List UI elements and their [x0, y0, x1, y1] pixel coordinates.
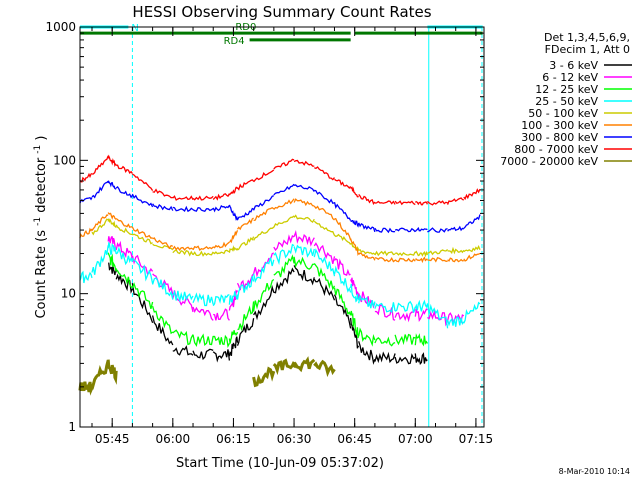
legend-label: 25 - 50 keV [535, 95, 598, 108]
y-tick-label: 1 [68, 420, 76, 434]
legend-label: 12 - 25 keV [535, 83, 598, 96]
x-axis-label: Start Time (10-Jun-09 05:37:02) [176, 456, 384, 471]
y-axis-label-part: Count Rate (s [34, 230, 49, 319]
series-line [91, 214, 481, 258]
flag-label: N [131, 23, 138, 34]
flag-label: RD4 [224, 36, 245, 47]
y-tick-label: 100 [53, 153, 76, 167]
x-axis: 05:45 06:00 06:15 06:30 06:45 07:00 07:15 [91, 27, 494, 446]
x-tick-label: 07:15 [459, 432, 494, 446]
series-layer [78, 154, 481, 396]
chart-title: HESSI Observing Summary Count Rates [132, 3, 431, 21]
legend-label: 6 - 12 keV [542, 71, 598, 84]
date-stamp: 8-Mar-2010 10:14 [559, 467, 630, 476]
y-tick-label: 1000 [45, 20, 76, 34]
legend-label: 100 - 300 keV [521, 119, 598, 132]
x-tick-label: 06:45 [337, 432, 372, 446]
series-line [79, 241, 481, 329]
x-tick-label: 06:30 [277, 432, 312, 446]
series-line [79, 180, 481, 234]
plot-frame [79, 26, 485, 428]
y-axis-label-superscript: -1 [33, 217, 43, 226]
series-line [79, 198, 481, 264]
y-axis-label-part: ) [34, 135, 49, 140]
series-line [107, 230, 465, 327]
series-line [79, 154, 481, 206]
y-axis-label-superscript: -1 [33, 145, 43, 154]
series-line [78, 356, 336, 396]
series-line [108, 262, 428, 365]
legend: Det 1,3,4,5,6,9, FDecim 1, Att 0 3 - 6 k… [500, 31, 632, 168]
legend-label: 7000 - 20000 keV [500, 155, 598, 168]
legend-label: 50 - 100 keV [528, 107, 598, 120]
legend-header-line: FDecim 1, Att 0 [545, 43, 630, 56]
x-tick-label: 05:45 [95, 432, 130, 446]
x-tick-label: 07:00 [398, 432, 433, 446]
y-axis: 1 10 100 1000 [45, 20, 484, 434]
y-axis-label-part: detector [34, 157, 49, 213]
legend-label: 800 - 7000 keV [514, 143, 598, 156]
legend-label: 3 - 6 keV [549, 59, 598, 72]
x-tick-label: 06:15 [216, 432, 251, 446]
series-line [107, 252, 428, 348]
x-tick-label: 06:00 [156, 432, 191, 446]
legend-label: 300 - 800 keV [521, 131, 598, 144]
legend-header-line: Det 1,3,4,5,6,9, [544, 31, 630, 44]
y-tick-label: 10 [61, 287, 76, 301]
y-axis-label: Count Rate (s -1 detector -1 ) [29, 135, 49, 318]
flag-label: RD0 [235, 22, 256, 33]
